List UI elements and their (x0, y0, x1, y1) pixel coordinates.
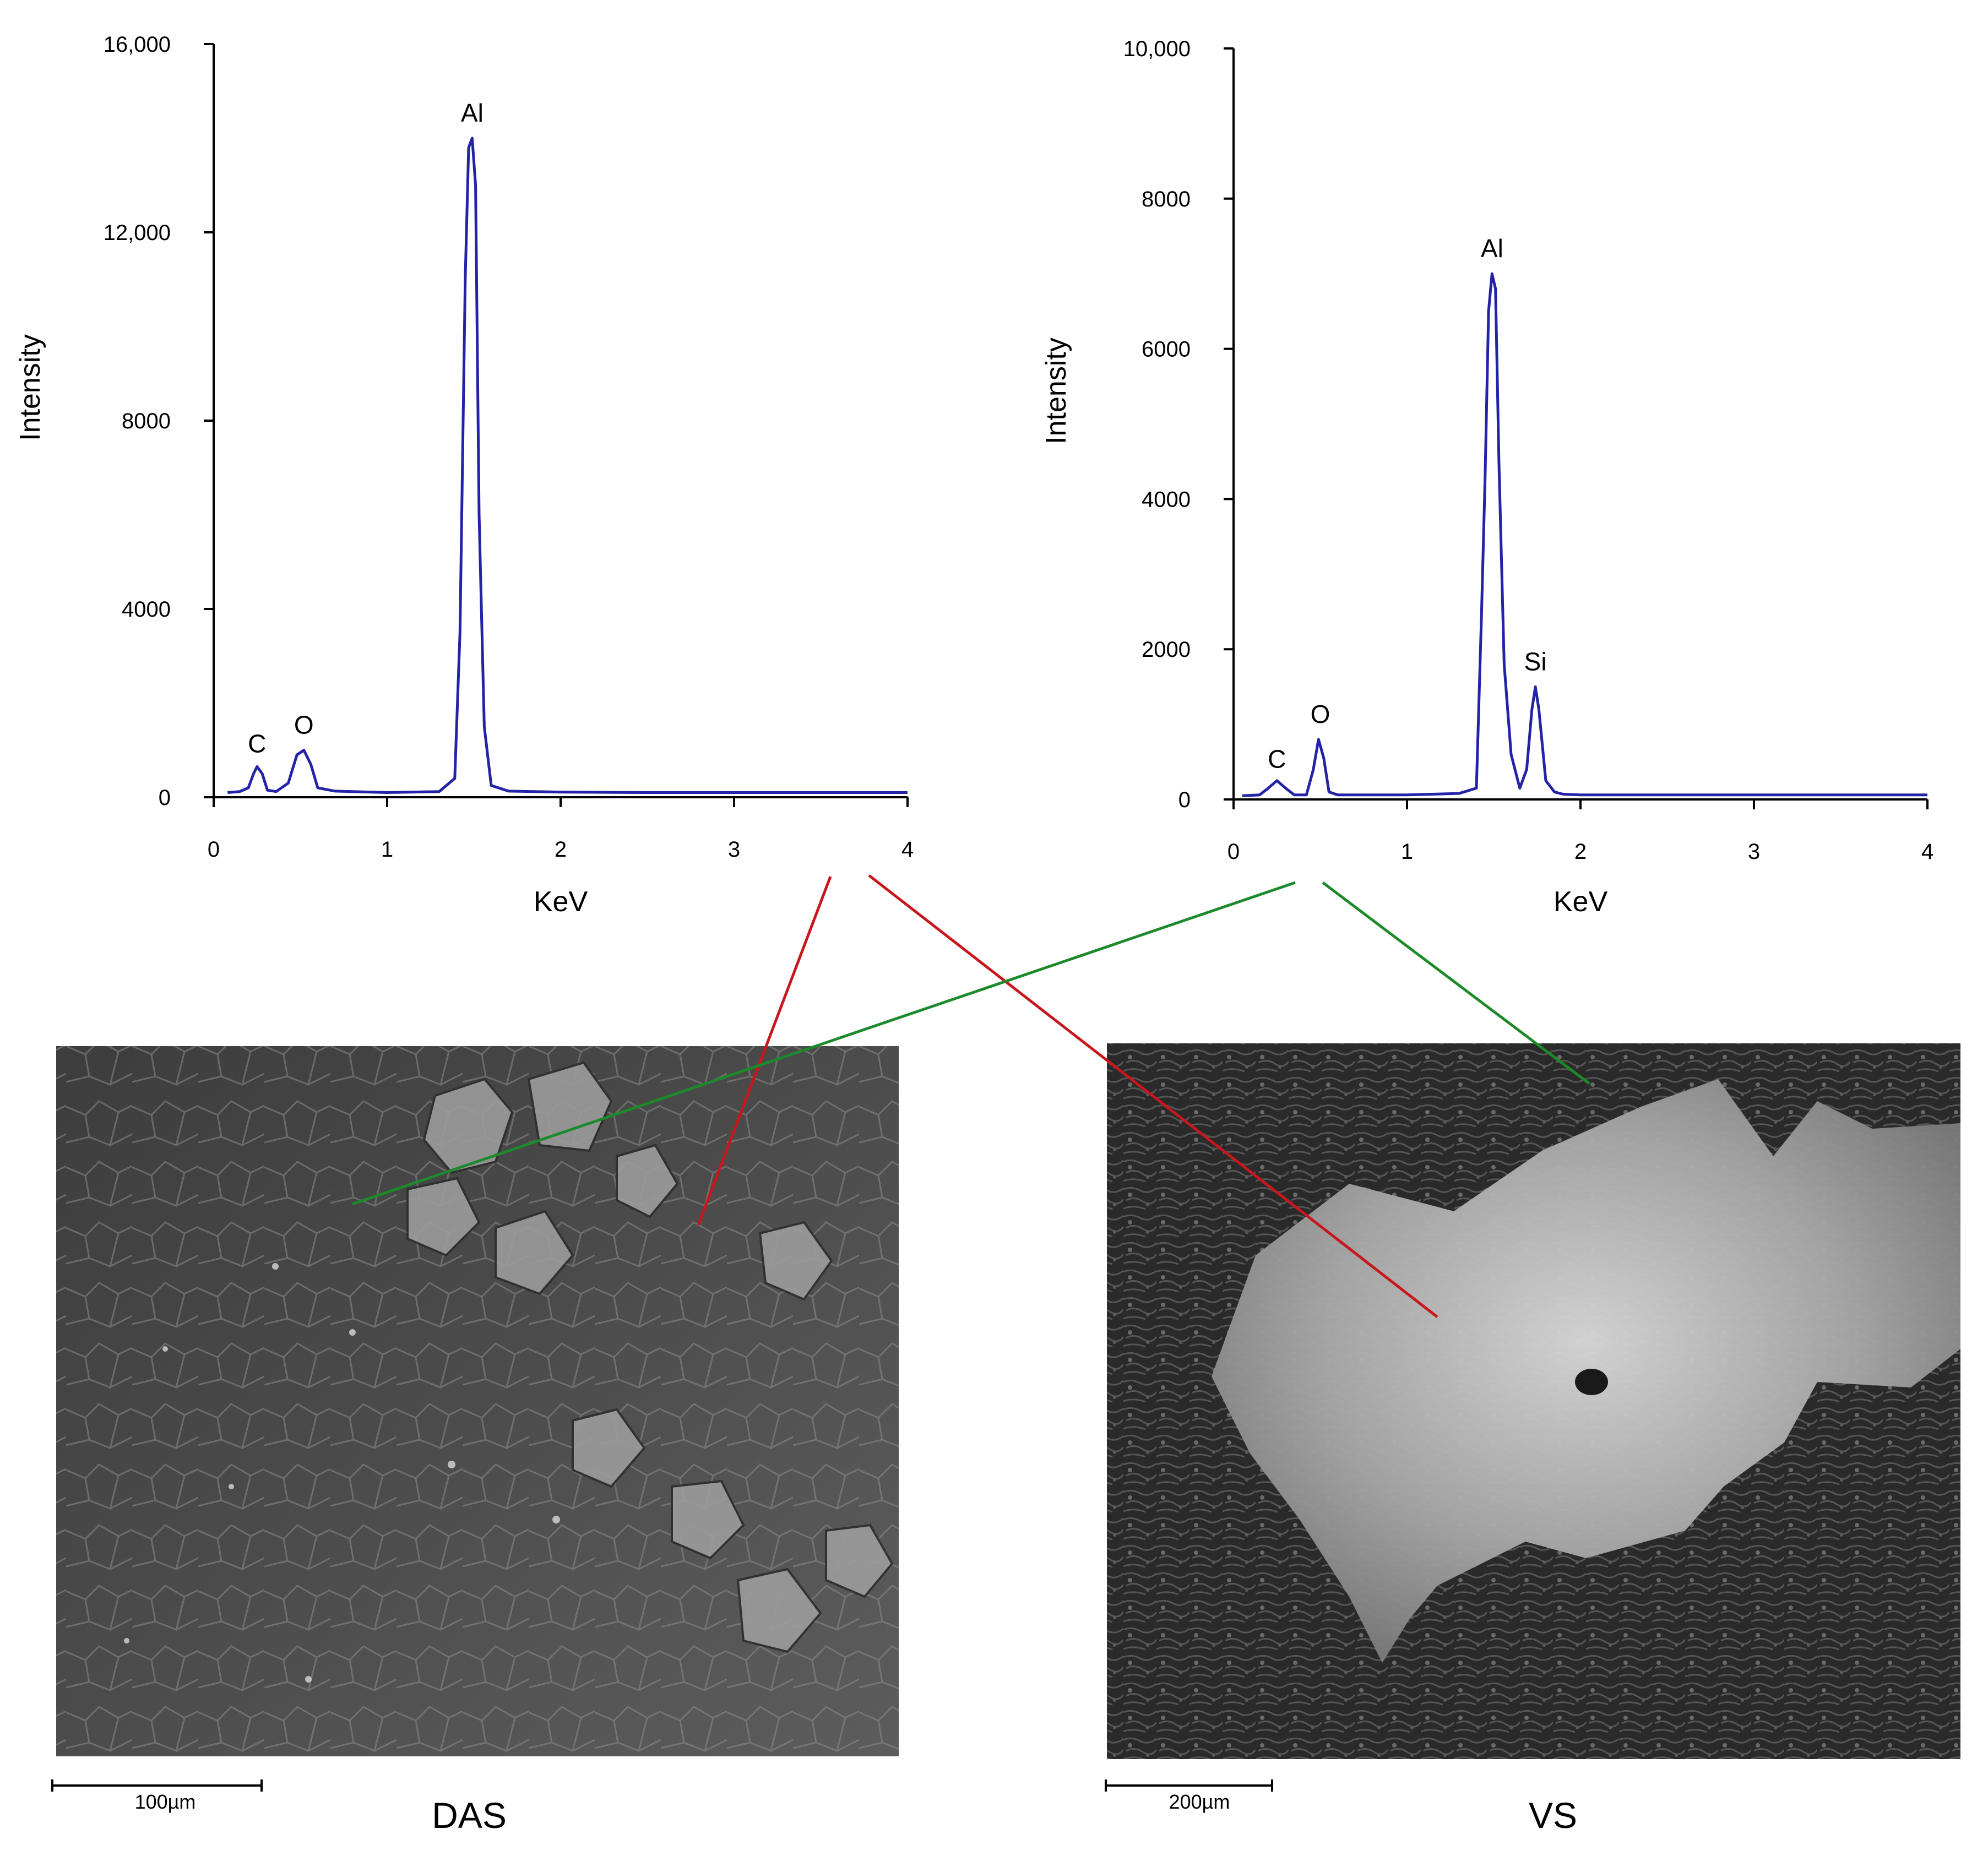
y-ticks: 0 2000 4000 6000 8000 10,000 (1123, 37, 1234, 812)
vs-micrograph (1107, 1043, 1960, 1759)
y-axis-title: Intensity (14, 334, 46, 441)
x-tick-label: 2 (1574, 840, 1587, 864)
peak-label-c: C (1268, 745, 1286, 774)
y-tick-label: 6000 (1142, 338, 1191, 362)
x-tick-label: 1 (381, 837, 393, 862)
y-tick-label: 4000 (122, 597, 171, 622)
spectrum-line (1242, 272, 1927, 797)
chart-axes (213, 44, 908, 798)
y-tick-label: 8000 (122, 409, 171, 433)
y-tick-label: 12,000 (104, 221, 171, 245)
x-ticks: 0 1 2 3 4 (208, 797, 914, 862)
x-tick-label: 3 (1748, 840, 1760, 864)
spectrum-line (227, 137, 908, 794)
peak-labels: CO Al (248, 99, 484, 758)
y-axis-title: Intensity (1040, 338, 1072, 444)
x-tick-label: 0 (1227, 840, 1240, 864)
y-tick-label: 8000 (1142, 187, 1191, 211)
x-axis-title: KeV (1554, 886, 1608, 918)
peak-label-c: C (248, 730, 266, 758)
peak-label-al: Al (1481, 234, 1503, 263)
connector-vs-a (352, 881, 1296, 1206)
panel-label-das: DAS (432, 1795, 507, 1836)
x-tick-label: 3 (728, 837, 740, 862)
connector-das-b (868, 874, 1438, 1318)
x-ticks: 0 1 2 3 4 (1227, 799, 1933, 864)
y-ticks: 0 4000 8000 12,000 16,000 (104, 32, 214, 810)
edx-spectrum-das: 0 4000 8000 12,000 16,000 0 1 2 3 4 CO Al KeV Int… (14, 32, 914, 918)
peak-label-si: Si (1524, 647, 1547, 676)
chart-axes (1232, 48, 1927, 801)
y-tick-label: 16,000 (104, 32, 171, 57)
connector-das-a (697, 876, 832, 1226)
peak-label-o: O (1311, 700, 1330, 728)
y-tick-label: 2000 (1142, 638, 1191, 662)
scale-bar-vs: 200µm (1105, 1779, 1273, 1813)
scale-bar-das: 100µm (51, 1779, 263, 1813)
panel-label-vs: VS (1529, 1795, 1577, 1836)
connector-vs-b (1322, 881, 1590, 1085)
y-tick-label: 0 (1178, 788, 1191, 812)
peak-label-al: Al (461, 99, 484, 127)
x-tick-label: 4 (901, 837, 914, 862)
y-tick-label: 0 (159, 786, 171, 810)
x-tick-label: 0 (208, 837, 220, 862)
edx-spectrum-vs: 0 2000 4000 6000 8000 10,000 0 1 2 3 4 CO Al Si KeV… (1040, 37, 1933, 918)
x-tick-label: 4 (1921, 840, 1933, 864)
scale-bar-das-label: 100µm (135, 1790, 196, 1813)
peak-labels: CO Al Si (1268, 234, 1546, 774)
connectors (352, 874, 1590, 1318)
x-tick-label: 2 (555, 837, 567, 862)
x-axis-title: KeV (534, 886, 588, 918)
peak-label-o: O (294, 711, 314, 739)
y-tick-label: 4000 (1142, 487, 1191, 511)
das-micrograph (56, 1046, 899, 1756)
x-tick-label: 1 (1401, 840, 1413, 864)
scale-bar-vs-label: 200µm (1169, 1790, 1230, 1813)
y-tick-label: 10,000 (1123, 37, 1191, 61)
